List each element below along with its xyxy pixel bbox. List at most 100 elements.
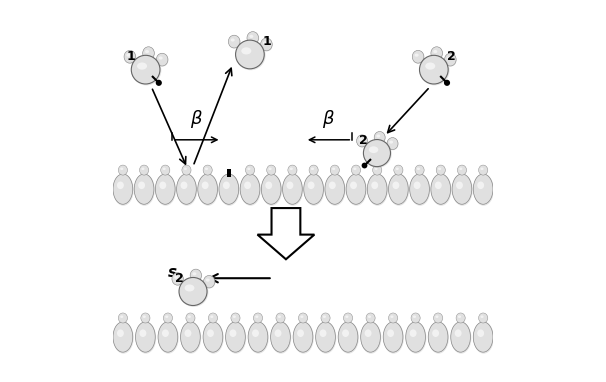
Ellipse shape xyxy=(268,168,271,170)
Ellipse shape xyxy=(117,329,124,337)
Ellipse shape xyxy=(412,50,424,64)
Ellipse shape xyxy=(389,141,393,144)
Ellipse shape xyxy=(388,313,398,324)
Ellipse shape xyxy=(330,165,340,176)
Ellipse shape xyxy=(479,165,488,176)
Ellipse shape xyxy=(231,313,241,324)
Ellipse shape xyxy=(394,165,404,176)
Ellipse shape xyxy=(219,174,240,206)
Ellipse shape xyxy=(477,329,484,337)
Ellipse shape xyxy=(255,316,258,318)
Ellipse shape xyxy=(176,174,196,204)
Ellipse shape xyxy=(454,329,462,337)
Ellipse shape xyxy=(479,313,488,323)
Ellipse shape xyxy=(415,165,425,176)
Ellipse shape xyxy=(231,313,240,323)
Ellipse shape xyxy=(134,174,154,204)
Ellipse shape xyxy=(369,146,378,153)
Ellipse shape xyxy=(366,313,375,323)
Ellipse shape xyxy=(330,165,339,175)
Circle shape xyxy=(156,80,162,86)
Ellipse shape xyxy=(329,181,336,189)
Ellipse shape xyxy=(433,313,442,323)
Ellipse shape xyxy=(139,165,149,176)
Ellipse shape xyxy=(309,165,318,175)
Ellipse shape xyxy=(161,165,170,175)
Ellipse shape xyxy=(174,276,178,279)
Ellipse shape xyxy=(435,316,439,318)
Ellipse shape xyxy=(219,174,239,204)
Ellipse shape xyxy=(193,272,196,275)
Ellipse shape xyxy=(156,53,168,66)
Ellipse shape xyxy=(383,322,404,354)
Ellipse shape xyxy=(142,316,146,318)
Ellipse shape xyxy=(202,181,208,189)
Ellipse shape xyxy=(261,174,282,206)
Ellipse shape xyxy=(223,181,230,189)
Ellipse shape xyxy=(309,165,319,176)
Ellipse shape xyxy=(159,181,166,189)
Ellipse shape xyxy=(297,329,304,337)
Ellipse shape xyxy=(164,313,173,324)
Ellipse shape xyxy=(419,55,448,84)
Ellipse shape xyxy=(230,329,236,337)
Ellipse shape xyxy=(233,316,236,318)
Ellipse shape xyxy=(293,322,313,352)
Ellipse shape xyxy=(431,47,442,60)
Text: 2: 2 xyxy=(175,272,184,285)
Ellipse shape xyxy=(247,168,250,170)
Ellipse shape xyxy=(142,47,155,60)
Ellipse shape xyxy=(228,35,240,48)
Ellipse shape xyxy=(142,47,155,60)
Ellipse shape xyxy=(344,313,353,323)
Ellipse shape xyxy=(396,168,399,170)
Ellipse shape xyxy=(278,316,281,318)
Ellipse shape xyxy=(124,50,136,63)
Ellipse shape xyxy=(245,165,255,176)
Ellipse shape xyxy=(120,168,124,170)
Ellipse shape xyxy=(236,40,265,70)
Ellipse shape xyxy=(118,313,127,323)
Ellipse shape xyxy=(366,313,376,324)
Ellipse shape xyxy=(473,174,494,206)
Ellipse shape xyxy=(231,38,235,42)
Ellipse shape xyxy=(456,313,465,324)
Ellipse shape xyxy=(353,168,356,170)
Ellipse shape xyxy=(316,322,335,352)
Ellipse shape xyxy=(364,139,390,167)
Ellipse shape xyxy=(373,165,382,176)
Ellipse shape xyxy=(179,277,207,306)
Ellipse shape xyxy=(228,35,241,49)
Ellipse shape xyxy=(165,316,168,318)
Ellipse shape xyxy=(184,329,191,337)
Ellipse shape xyxy=(159,57,162,60)
Ellipse shape xyxy=(410,174,430,206)
Bar xyxy=(227,169,231,177)
Ellipse shape xyxy=(374,131,385,144)
Ellipse shape xyxy=(452,174,473,206)
Ellipse shape xyxy=(141,168,144,170)
Ellipse shape xyxy=(139,329,147,337)
Ellipse shape xyxy=(287,181,293,189)
Ellipse shape xyxy=(433,50,438,53)
Ellipse shape xyxy=(263,41,267,44)
Ellipse shape xyxy=(394,165,403,175)
Ellipse shape xyxy=(253,313,263,324)
Ellipse shape xyxy=(139,165,148,175)
Ellipse shape xyxy=(316,322,336,354)
Ellipse shape xyxy=(118,165,127,175)
Ellipse shape xyxy=(203,165,213,176)
Ellipse shape xyxy=(298,313,308,323)
Ellipse shape xyxy=(406,322,425,352)
Ellipse shape xyxy=(410,174,430,204)
Ellipse shape xyxy=(456,181,463,189)
Ellipse shape xyxy=(415,53,419,57)
Ellipse shape xyxy=(351,165,361,175)
Ellipse shape xyxy=(240,174,261,206)
Ellipse shape xyxy=(447,57,451,60)
Ellipse shape xyxy=(388,174,408,204)
Ellipse shape xyxy=(375,168,378,170)
Ellipse shape xyxy=(120,316,124,318)
Ellipse shape xyxy=(359,138,362,141)
Ellipse shape xyxy=(172,273,183,285)
